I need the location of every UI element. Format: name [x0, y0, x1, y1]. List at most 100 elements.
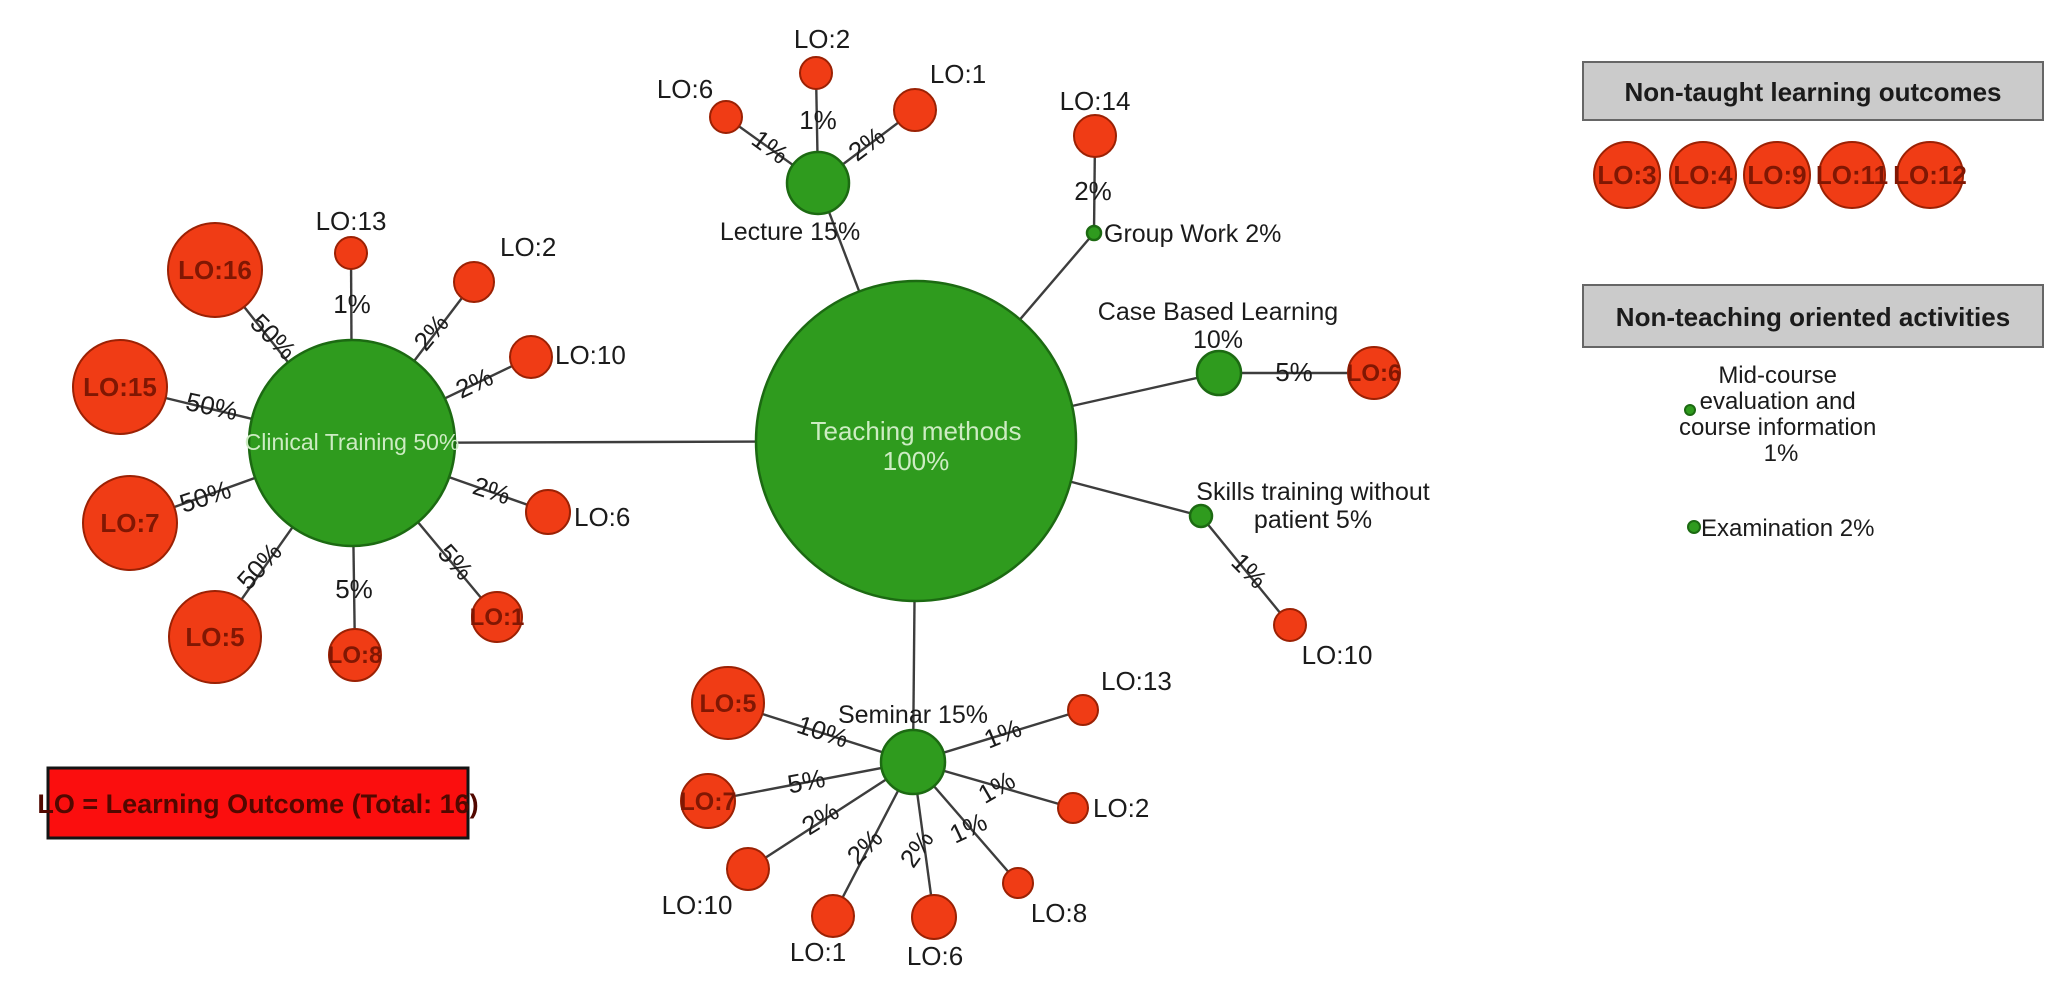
node-label-c10: LO:10	[555, 340, 626, 370]
edge-label-clinical-c6: 2%	[469, 470, 514, 510]
midcourse-label: Mid-course evaluation and course informa…	[1679, 362, 1883, 467]
node-label-s10: LO:10	[1302, 640, 1373, 670]
edge-seminar-m7	[707, 760, 914, 803]
edge-label-clinical-c13: 1%	[333, 289, 371, 319]
examination-label: Examination 2%	[1701, 515, 1874, 542]
node-label-c7: LO:7	[100, 508, 159, 538]
node-c8	[328, 628, 382, 682]
node-label-c6: LO:6	[574, 502, 630, 532]
node-l6	[709, 100, 743, 134]
node-m10	[726, 847, 770, 891]
node-m5	[691, 666, 765, 740]
nodes-layer	[72, 56, 1964, 940]
legend-nontaught-title: Non-taught learning outcomes	[1625, 77, 2002, 107]
node-l1	[893, 88, 937, 132]
node-label-n9: LO:9	[1747, 160, 1806, 190]
edge-label-clinical-c15: 50%	[183, 386, 240, 426]
node-c13	[334, 236, 368, 270]
node-teaching	[754, 279, 1078, 603]
node-m1	[811, 894, 855, 938]
node-c2	[453, 261, 495, 303]
edge-label-cbl-b6: 5%	[1275, 357, 1313, 387]
node-clinical	[247, 338, 457, 548]
node-label-groupwork: Group Work 2%	[1104, 220, 1281, 248]
node-d2	[1687, 520, 1701, 534]
node-c10	[509, 335, 553, 379]
node-label-m8: LO:8	[1031, 898, 1087, 928]
node-label-c15: LO:15	[83, 372, 157, 402]
node-m7	[680, 773, 736, 829]
node-groupwork	[1085, 224, 1103, 242]
legend-activities-box	[1582, 284, 2044, 348]
node-label-m7: LO:7	[680, 788, 737, 816]
node-label-m1: LO:1	[790, 937, 846, 967]
edge-label-seminar-m1: 2%	[841, 823, 889, 871]
node-label-skills-1: patient 5%	[1254, 506, 1372, 534]
node-label-c8: LO:8	[328, 642, 383, 669]
node-label-b6: LO:6	[1347, 360, 1402, 387]
node-m8	[1002, 867, 1034, 899]
node-b6	[1347, 346, 1401, 400]
node-label-n12: LO:12	[1893, 160, 1967, 190]
node-lecture	[785, 150, 851, 216]
edge-label-clinical-c8: 5%	[335, 574, 373, 604]
edge-label-clinical-c1: 5%	[432, 538, 479, 586]
edge-label-seminar-m6: 2%	[894, 825, 940, 873]
node-c5	[168, 590, 262, 684]
node-m2	[1057, 792, 1089, 824]
node-cbl	[1195, 349, 1243, 397]
node-label-c16: LO:16	[178, 255, 252, 285]
edge-label-seminar-m7: 5%	[785, 763, 828, 800]
node-d1	[1684, 404, 1696, 416]
node-n12	[1896, 141, 1964, 209]
legend-nontaught: Non-taught learning outcomes	[1582, 61, 2044, 121]
node-l2	[799, 56, 833, 90]
edge-label-clinical-c10: 2%	[451, 361, 498, 404]
node-label-c1: LO:1	[470, 604, 525, 631]
node-label-teaching-0: Teaching methods	[810, 416, 1021, 446]
node-m6	[911, 894, 957, 940]
node-label-m13: LO:13	[1101, 666, 1172, 696]
node-label-g14: LO:14	[1060, 86, 1131, 116]
note-box-group: LO = Learning Outcome (Total: 16)	[37, 766, 479, 840]
node-skills	[1188, 503, 1214, 529]
legend-activities-title: Non-teaching oriented activities	[1616, 302, 2010, 332]
node-label-cbl-0: Case Based Learning	[1098, 298, 1338, 326]
node-label-c5: LO:5	[185, 622, 244, 652]
node-s10	[1273, 608, 1307, 642]
edge-skills-s10	[1200, 515, 1291, 626]
edge-label-seminar-m2: 1%	[973, 765, 1021, 810]
node-label-lecture: Lecture 15%	[720, 218, 860, 246]
edge-label-groupwork-g14: 2%	[1074, 176, 1112, 206]
node-label-l2: LO:2	[794, 24, 850, 54]
node-n4	[1669, 141, 1737, 209]
legend-nontaught-box	[1582, 61, 2044, 121]
node-label-n11: LO:11	[1816, 160, 1888, 190]
note-box-label: LO = Learning Outcome (Total: 16)	[37, 789, 478, 819]
node-m13	[1067, 694, 1099, 726]
node-label-teaching-1: 100%	[883, 446, 950, 476]
node-g14	[1073, 114, 1117, 158]
edge-label-lecture-l2: 1%	[799, 105, 837, 135]
node-c1	[471, 591, 523, 643]
node-label-c13: LO:13	[316, 206, 387, 236]
node-c16	[167, 222, 263, 318]
node-n11	[1818, 141, 1886, 209]
edge-label-clinical-c7: 50%	[176, 474, 235, 519]
edge-label-lecture-l6: 1%	[746, 124, 794, 170]
node-c6	[525, 489, 571, 535]
node-label-m10: LO:10	[662, 890, 733, 920]
node-label-l6: LO:6	[657, 74, 713, 104]
node-label-n3: LO:3	[1597, 160, 1656, 190]
node-label-n4: LO:4	[1673, 160, 1733, 190]
node-n3	[1593, 141, 1661, 209]
note-box	[46, 766, 470, 840]
node-label-skills-0: Skills training without	[1196, 478, 1429, 506]
node-label-m2: LO:2	[1093, 793, 1149, 823]
node-c15	[72, 339, 168, 435]
node-label-l1: LO:1	[930, 59, 986, 89]
node-label-c2: LO:2	[500, 232, 556, 262]
node-label-seminar: Seminar 15%	[838, 701, 988, 729]
